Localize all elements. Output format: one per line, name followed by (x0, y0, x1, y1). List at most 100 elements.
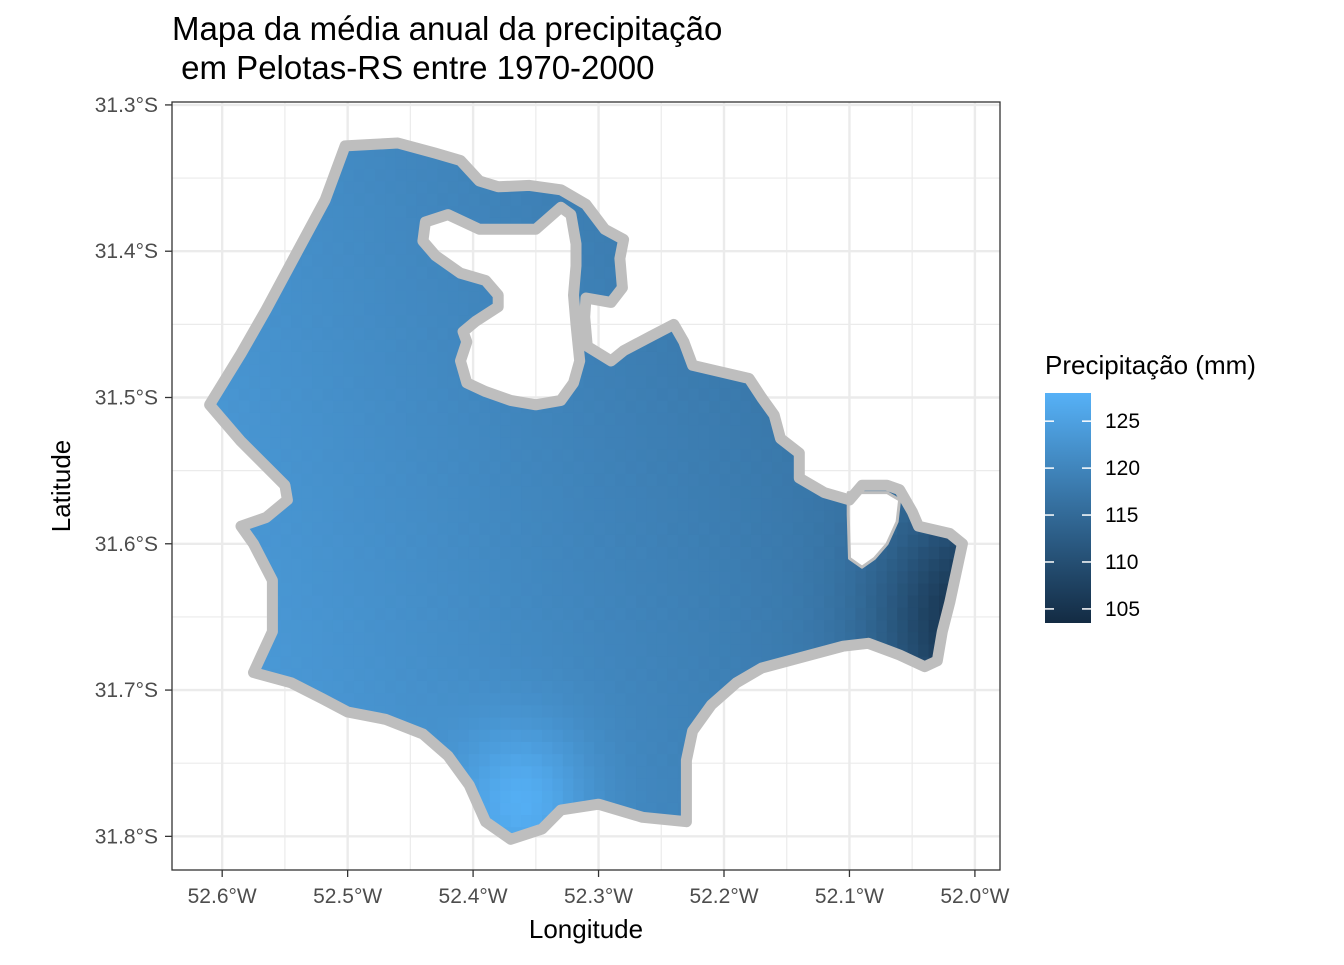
raster-cell (667, 704, 679, 718)
raster-cell (907, 521, 919, 535)
raster-cell (353, 290, 365, 304)
raster-cell (510, 765, 522, 779)
raster-cell (604, 448, 616, 462)
raster-cell (740, 643, 752, 657)
raster-cell (280, 400, 292, 413)
raster-cell (500, 619, 512, 633)
raster-cell (792, 534, 804, 547)
raster-cell (353, 473, 365, 487)
raster-cell (312, 436, 324, 450)
raster-cell (447, 607, 459, 621)
raster-cell (730, 375, 742, 389)
raster-cell (395, 485, 407, 499)
raster-cell (824, 558, 836, 572)
raster-cell (343, 692, 355, 706)
raster-cell (374, 278, 386, 292)
raster-cell (416, 253, 428, 267)
raster-cell (782, 619, 794, 633)
raster-cell (730, 461, 742, 474)
raster-cell (531, 570, 543, 584)
raster-cell (531, 753, 543, 767)
x-axis: 52.6°W 52.5°W 52.4°W 52.3°W 52.2°W 52.1°W 52.0… (188, 870, 1010, 908)
raster-cell (489, 729, 501, 742)
raster-cell (646, 400, 658, 413)
raster-cell (573, 205, 585, 218)
raster-cell (291, 412, 303, 426)
raster-cell (447, 180, 459, 194)
raster-cell (364, 229, 376, 243)
raster-cell (677, 607, 689, 621)
raster-cell (677, 570, 689, 584)
raster-cell (500, 448, 512, 462)
raster-cell (667, 631, 679, 645)
raster-cell (604, 473, 616, 487)
raster-cell (427, 570, 439, 584)
raster-cell (332, 339, 344, 352)
raster-cell (468, 643, 480, 657)
raster-cell (573, 448, 585, 462)
raster-cell (656, 521, 668, 535)
raster-cell (646, 424, 658, 438)
raster-cell (730, 400, 742, 413)
raster-cell (374, 205, 386, 218)
raster-cell (562, 607, 574, 621)
raster-cell (353, 509, 365, 523)
raster-cell (458, 668, 470, 681)
raster-cell (897, 631, 909, 645)
raster-cell (291, 424, 303, 438)
raster-cell (500, 680, 512, 694)
raster-cell (259, 448, 271, 462)
raster-cell (437, 582, 449, 596)
raster-cell (646, 668, 658, 681)
raster-cell (531, 802, 543, 816)
raster-cell (238, 363, 250, 377)
raster-cell (489, 595, 501, 608)
raster-cell (918, 631, 930, 645)
raster-cell (468, 521, 480, 535)
raster-cell (364, 314, 376, 328)
raster-cell (646, 558, 658, 572)
raster-cell (719, 509, 731, 523)
raster-cell (730, 643, 742, 657)
raster-cell (562, 546, 574, 560)
raster-cell (865, 607, 877, 621)
raster-cell (427, 192, 439, 206)
raster-cell (876, 570, 888, 584)
raster-cell (458, 619, 470, 633)
raster-cell (374, 680, 386, 694)
raster-cell (427, 412, 439, 426)
raster-cell (541, 534, 553, 547)
raster-cell (280, 461, 292, 474)
raster-cell (427, 607, 439, 621)
raster-cell (468, 741, 480, 755)
raster-cell (594, 716, 606, 730)
raster-cell (479, 570, 491, 584)
raster-cell (604, 704, 616, 718)
raster-cell (500, 692, 512, 706)
raster-cell (740, 619, 752, 633)
raster-cell (594, 497, 606, 511)
raster-cell (364, 656, 376, 669)
raster-cell (385, 582, 397, 596)
raster-cell (709, 400, 721, 413)
raster-cell (312, 607, 324, 621)
raster-cell (541, 448, 553, 462)
raster-cell (395, 327, 407, 340)
raster-cell (322, 424, 334, 438)
raster-cell (730, 521, 742, 535)
raster-cell (343, 253, 355, 267)
legend-tick-label: 105 (1105, 598, 1140, 621)
raster-cell (427, 448, 439, 462)
raster-cell (447, 534, 459, 547)
raster-cell (531, 509, 543, 523)
raster-cell (364, 351, 376, 365)
raster-cell (332, 595, 344, 608)
raster-cell (656, 412, 668, 426)
raster-cell (615, 485, 627, 499)
raster-cell (312, 339, 324, 352)
raster-cell (521, 631, 533, 645)
raster-cell (845, 607, 857, 621)
raster-cell (270, 631, 282, 645)
raster-cell (447, 448, 459, 462)
raster-cell (479, 461, 491, 474)
